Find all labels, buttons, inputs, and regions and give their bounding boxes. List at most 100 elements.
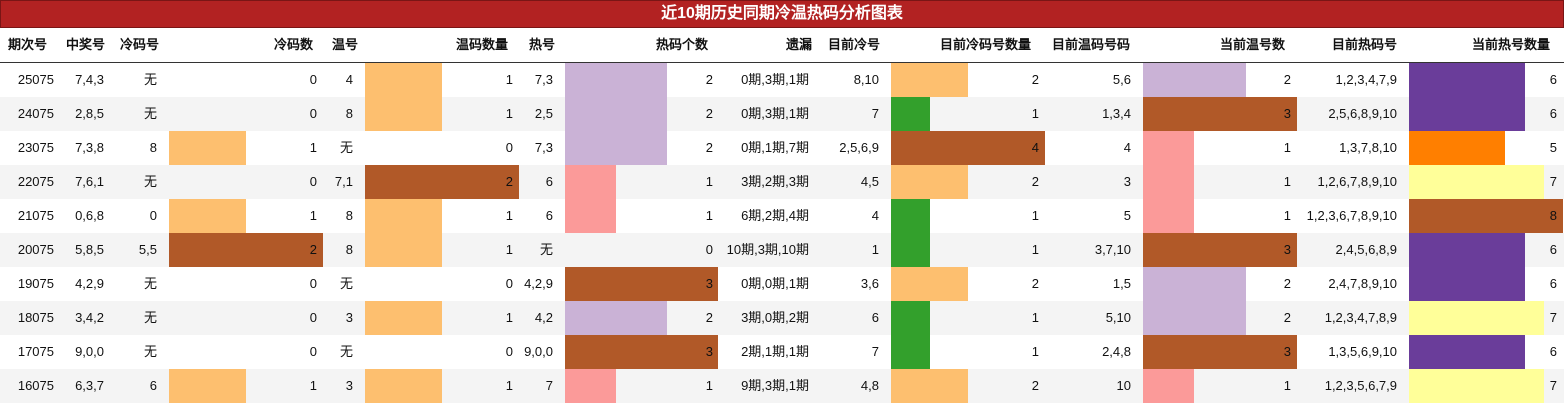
- cell-cur-cold: 3,6: [860, 276, 879, 291]
- cell-win: 4,2,9: [75, 276, 104, 291]
- cell-cold: 无: [143, 344, 157, 359]
- cell-cur-warm-n: 1: [1283, 140, 1291, 155]
- cell-cold-n: 2: [309, 242, 317, 257]
- cell-cur-cold-n: 1: [1031, 106, 1039, 121]
- cell-hot: 7,3: [534, 140, 553, 155]
- header-cur-hot-count: 当前热号数量: [1472, 37, 1551, 52]
- cell-hot: 7,3: [534, 72, 553, 87]
- cell-cur-cold: 4: [871, 208, 879, 223]
- hot-n-bar: [565, 165, 616, 199]
- cell-warm: 3: [345, 378, 353, 393]
- hot-n-bar: [565, 97, 667, 131]
- header-cur-warm: 目前温码号码: [1052, 37, 1131, 52]
- cur-hot-n-bar: [1409, 369, 1544, 403]
- cur-cold-n-bar: [891, 267, 968, 301]
- cell-win: 7,3,8: [75, 140, 104, 155]
- cur-warm-n-bar: [1143, 267, 1246, 301]
- cell-miss: 2期,1期,1期: [741, 344, 809, 359]
- cell-hot-n: 2: [705, 72, 713, 87]
- cur-cold-n-bar: [891, 97, 930, 131]
- cell-cur-hot: 1,2,3,4,7,8,9: [1324, 310, 1397, 325]
- header-cur-cold: 目前冷号: [828, 37, 881, 52]
- cur-cold-n-bar: [891, 63, 968, 97]
- cell-issue: 19075: [17, 276, 54, 291]
- cell-hot: 无: [539, 242, 553, 257]
- hot-n-bar: [565, 335, 718, 369]
- cur-hot-n-bar: [1409, 233, 1525, 267]
- cell-miss: 0期,3期,1期: [741, 106, 809, 121]
- cur-cold-n-bar: [891, 165, 968, 199]
- cell-cur-cold: 4,8: [860, 378, 879, 393]
- cell-cold: 无: [143, 276, 157, 291]
- cell-cur-cold-n: 1: [1031, 310, 1039, 325]
- cell-cur-warm-n: 2: [1283, 72, 1291, 87]
- cell-cur-hot: 1,2,3,4,7,9: [1335, 72, 1397, 87]
- cell-cur-cold-n: 2: [1031, 378, 1039, 393]
- cell-cur-hot-n: 6: [1549, 106, 1557, 121]
- cell-issue: 23075: [17, 140, 54, 155]
- cell-cold: 0: [149, 208, 157, 223]
- cur-warm-n-bar: [1143, 301, 1246, 335]
- cell-hot-n: 1: [705, 378, 713, 393]
- cell-cur-hot-n: 6: [1549, 276, 1557, 291]
- cell-cur-warm: 10: [1116, 378, 1131, 393]
- warm-n-bar: [365, 63, 442, 97]
- cur-warm-n-bar: [1143, 131, 1195, 165]
- cell-warm-n: 1: [505, 242, 513, 257]
- header-warm-count: 温码数量: [456, 37, 509, 52]
- cell-cur-hot-n: 8: [1549, 208, 1557, 223]
- cell-win: 3,4,2: [75, 310, 104, 325]
- cell-warm-n: 0: [505, 344, 513, 359]
- header-cold-count: 冷码数: [274, 37, 314, 52]
- cell-hot: 2,5: [534, 106, 553, 121]
- cold-n-bar: [169, 199, 246, 233]
- hot-n-bar: [565, 369, 616, 403]
- cell-warm: 8: [345, 106, 353, 121]
- cell-cur-cold: 4,5: [860, 174, 879, 189]
- table-row: 25075 7,4,3 无 0 4 1 7,3 2 0期,3期,1期 8,10 2 5,6 2 1,2,3…: [0, 63, 1564, 97]
- cell-cur-cold-n: 1: [1031, 344, 1039, 359]
- cell-issue: 22075: [17, 174, 54, 189]
- hot-n-bar: [565, 63, 667, 97]
- warm-n-bar: [365, 301, 442, 335]
- header-cur-cold-count: 目前冷码号数量: [940, 37, 1032, 52]
- cell-cold: 无: [143, 72, 157, 87]
- cell-cur-warm-n: 2: [1283, 310, 1291, 325]
- cell-cur-hot: 1,2,3,6,7,8,9,10: [1306, 208, 1397, 223]
- cell-cold-n: 1: [309, 208, 317, 223]
- cell-hot-n: 1: [705, 208, 713, 223]
- cell-hot-n: 2: [705, 310, 713, 325]
- cell-cur-hot-n: 5: [1549, 140, 1557, 155]
- cell-cur-hot: 1,3,5,6,9,10: [1328, 344, 1397, 359]
- cur-hot-n-bar: [1409, 301, 1544, 335]
- cell-cold-n: 1: [309, 140, 317, 155]
- cell-cold: 6: [149, 378, 157, 393]
- table-row: 20075 5,8,5 5,5 2 8 1 无 0 10期,3期,10期 1 1 3,7,10 3 2,4…: [0, 233, 1564, 267]
- cell-cur-cold-n: 1: [1031, 208, 1039, 223]
- cell-cold: 无: [143, 310, 157, 325]
- cell-cur-cold: 1: [871, 242, 879, 257]
- cold-n-bar: [169, 131, 246, 165]
- cur-hot-n-bar: [1409, 131, 1506, 165]
- cell-cold-n: 0: [309, 344, 317, 359]
- cell-hot-n: 1: [705, 174, 713, 189]
- cell-cur-cold: 6: [871, 310, 879, 325]
- cell-cold-n: 0: [309, 106, 317, 121]
- cell-issue: 24075: [17, 106, 54, 121]
- cell-cur-warm: 5,10: [1105, 310, 1131, 325]
- cell-cur-hot-n: 7: [1549, 174, 1557, 189]
- cur-warm-n-bar: [1143, 63, 1246, 97]
- cell-cold-n: 0: [309, 276, 317, 291]
- cell-cold: 8: [149, 140, 157, 155]
- header-hot-count: 热码个数: [656, 37, 709, 52]
- cell-cur-cold: 7: [871, 344, 879, 359]
- table-row: 22075 7,6,1 无 0 7,1 2 6 1 3期,2期,3期 4,5 2 3 1 1,2,6,7,…: [0, 165, 1564, 199]
- cell-issue: 16075: [17, 378, 54, 393]
- cell-warm-n: 0: [505, 140, 513, 155]
- cell-cur-warm-n: 3: [1283, 106, 1291, 121]
- cell-cur-warm: 5,6: [1112, 72, 1131, 87]
- cell-miss: 3期,0期,2期: [741, 310, 809, 325]
- cur-hot-n-bar: [1409, 63, 1525, 97]
- cur-cold-n-bar: [891, 335, 930, 369]
- cell-hot-n: 0: [705, 242, 713, 257]
